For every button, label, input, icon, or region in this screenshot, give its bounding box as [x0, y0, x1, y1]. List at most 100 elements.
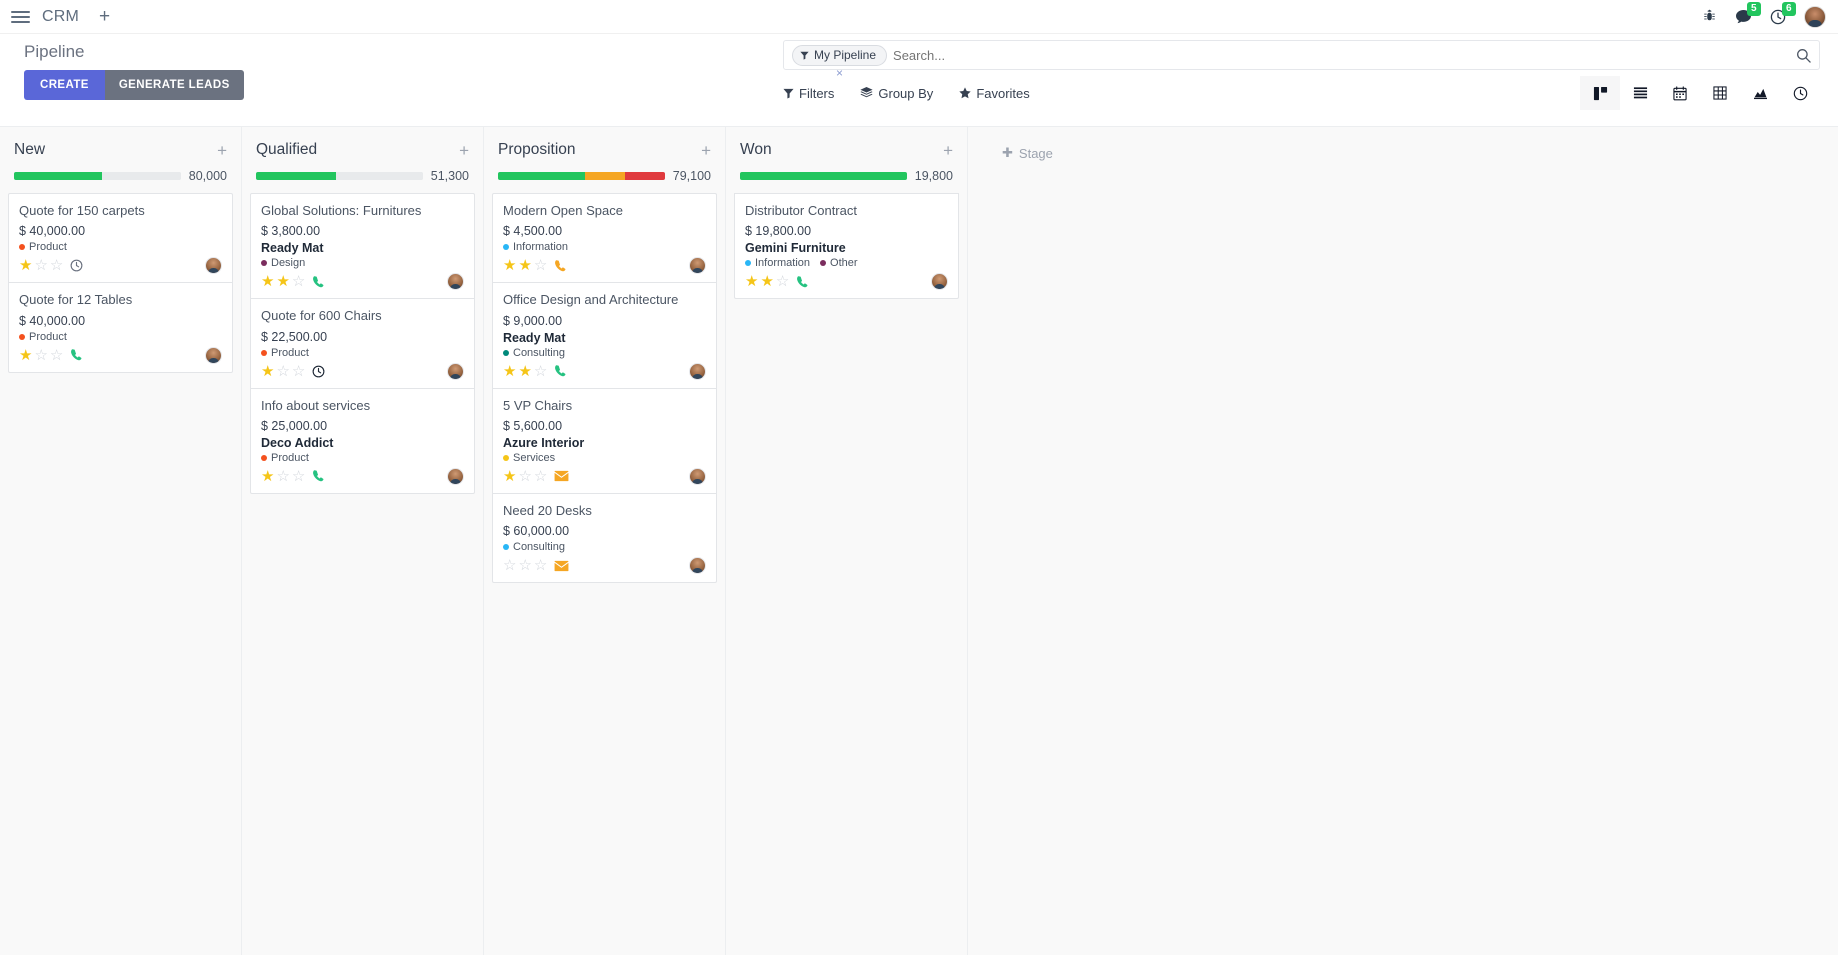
card-tag[interactable]: Design — [261, 257, 305, 269]
priority-star[interactable]: ★ — [518, 257, 532, 275]
priority-star[interactable]: ★ — [19, 346, 33, 364]
kanban-card[interactable]: Info about services $ 25,000.00 Deco Add… — [250, 387, 475, 494]
favorites-dropdown[interactable]: Favorites — [959, 86, 1030, 101]
progress-segment[interactable] — [740, 172, 907, 180]
priority-star[interactable]: ★ — [261, 467, 275, 485]
view-activity-button[interactable] — [1780, 76, 1820, 110]
column-title[interactable]: Qualified — [256, 141, 318, 158]
card-priority[interactable]: ★ ★ ☆ — [503, 258, 547, 273]
view-calendar-button[interactable] — [1660, 76, 1700, 110]
priority-star[interactable]: ★ — [276, 273, 290, 291]
column-add-icon[interactable]: + — [217, 140, 227, 160]
envelope-icon[interactable] — [554, 470, 569, 482]
column-title[interactable]: Proposition — [498, 141, 576, 158]
kanban-card[interactable]: Office Design and Architecture $ 9,000.0… — [492, 282, 717, 388]
progress-segment[interactable] — [14, 172, 103, 180]
card-priority[interactable]: ★ ☆ ☆ — [503, 469, 547, 484]
search-input[interactable] — [887, 46, 1796, 64]
priority-star[interactable]: ☆ — [49, 346, 64, 364]
priority-star[interactable]: ☆ — [34, 257, 48, 275]
card-tag[interactable]: Services — [503, 452, 555, 464]
priority-star[interactable]: ☆ — [503, 557, 517, 574]
priority-star[interactable]: ☆ — [518, 467, 532, 485]
card-assignee-avatar[interactable] — [447, 467, 464, 485]
card-tag[interactable]: Product — [261, 452, 309, 464]
phone-icon[interactable] — [554, 364, 568, 378]
phone-icon[interactable] — [70, 348, 84, 362]
priority-star[interactable]: ★ — [19, 257, 33, 275]
card-tag[interactable]: Information — [503, 241, 568, 253]
priority-star[interactable]: ★ — [745, 273, 759, 291]
column-add-icon[interactable]: + — [943, 140, 953, 160]
progress-segment[interactable] — [256, 172, 337, 180]
view-graph-button[interactable] — [1740, 76, 1780, 110]
kanban-card[interactable]: Need 20 Desks $ 60,000.00 Consulting ☆ ☆ ☆ — [492, 492, 717, 583]
messages-icon[interactable]: 5 — [1735, 2, 1761, 24]
kanban-card[interactable]: Quote for 600 Chairs $ 22,500.00 Product… — [250, 298, 475, 388]
search-facet-my-pipeline[interactable]: My Pipeline × — [792, 44, 888, 80]
priority-star[interactable]: ★ — [760, 273, 774, 291]
priority-star[interactable]: ☆ — [533, 467, 548, 485]
card-tag[interactable]: Consulting — [503, 347, 565, 359]
card-assignee-avatar[interactable] — [689, 467, 706, 485]
card-priority[interactable]: ★ ☆ ☆ — [19, 348, 63, 363]
envelope-icon[interactable] — [554, 560, 569, 572]
phone-icon[interactable] — [796, 275, 810, 289]
card-priority[interactable]: ★ ★ ☆ — [745, 274, 789, 289]
priority-star[interactable]: ☆ — [291, 467, 306, 485]
progress-segment[interactable] — [584, 172, 625, 180]
kanban-card[interactable]: Quote for 150 carpets $ 40,000.00 Produc… — [8, 193, 233, 283]
activities-clock-icon[interactable]: 6 — [1770, 1, 1796, 25]
clock-icon[interactable] — [312, 365, 325, 378]
column-title[interactable]: Won — [740, 141, 772, 158]
priority-star[interactable]: ☆ — [291, 362, 306, 380]
progress-segment[interactable] — [336, 172, 423, 180]
progress-segment[interactable] — [624, 172, 665, 180]
user-avatar[interactable] — [1804, 5, 1826, 28]
view-kanban-button[interactable] — [1580, 76, 1620, 110]
priority-star[interactable]: ☆ — [276, 362, 290, 380]
progress-segment[interactable] — [498, 172, 585, 180]
priority-star[interactable]: ★ — [261, 273, 275, 291]
priority-star[interactable]: ☆ — [775, 273, 790, 291]
generate-leads-button[interactable]: GENERATE LEADS — [104, 70, 244, 100]
card-tag[interactable]: Product — [19, 331, 67, 343]
view-list-button[interactable] — [1620, 76, 1660, 110]
card-tag[interactable]: Product — [261, 347, 309, 359]
priority-star[interactable]: ★ — [503, 257, 517, 275]
card-assignee-avatar[interactable] — [689, 557, 706, 574]
hamburger-icon[interactable] — [8, 6, 30, 28]
priority-star[interactable]: ★ — [518, 362, 532, 380]
priority-star[interactable]: ☆ — [276, 467, 290, 485]
card-assignee-avatar[interactable] — [931, 273, 948, 291]
clock-icon[interactable] — [70, 259, 83, 272]
card-assignee-avatar[interactable] — [689, 362, 706, 380]
card-priority[interactable]: ★ ☆ ☆ — [261, 469, 305, 484]
card-priority[interactable]: ★ ★ ☆ — [261, 274, 305, 289]
priority-star[interactable]: ☆ — [291, 273, 306, 291]
card-tag[interactable]: Information — [745, 257, 810, 269]
card-tag[interactable]: Consulting — [503, 541, 565, 553]
search-icon[interactable] — [1796, 48, 1811, 63]
card-priority[interactable]: ★ ☆ ☆ — [261, 364, 305, 379]
card-assignee-avatar[interactable] — [205, 257, 222, 275]
priority-star[interactable]: ☆ — [533, 362, 548, 380]
card-assignee-avatar[interactable] — [447, 362, 464, 380]
priority-star[interactable]: ★ — [503, 467, 517, 485]
priority-star[interactable]: ★ — [261, 362, 275, 380]
card-priority[interactable]: ★ ★ ☆ — [503, 364, 547, 379]
create-button[interactable]: CREATE — [24, 70, 105, 100]
card-assignee-avatar[interactable] — [689, 257, 706, 275]
kanban-card[interactable]: 5 VP Chairs $ 5,600.00 Azure Interior Se… — [492, 387, 717, 493]
search-facet-remove-icon[interactable]: × — [836, 65, 844, 80]
priority-star[interactable]: ☆ — [34, 346, 48, 364]
column-add-icon[interactable]: + — [459, 140, 469, 160]
filters-dropdown[interactable]: Filters — [783, 86, 834, 101]
group-by-dropdown[interactable]: Group By — [860, 86, 933, 101]
progress-segment[interactable] — [102, 172, 181, 180]
kanban-card[interactable]: Quote for 12 Tables $ 40,000.00 Product … — [8, 282, 233, 373]
card-tag[interactable]: Other — [820, 257, 858, 269]
kanban-card[interactable]: Global Solutions: Furnitures $ 3,800.00 … — [250, 193, 475, 299]
column-add-icon[interactable]: + — [701, 140, 711, 160]
phone-icon[interactable] — [554, 259, 568, 273]
